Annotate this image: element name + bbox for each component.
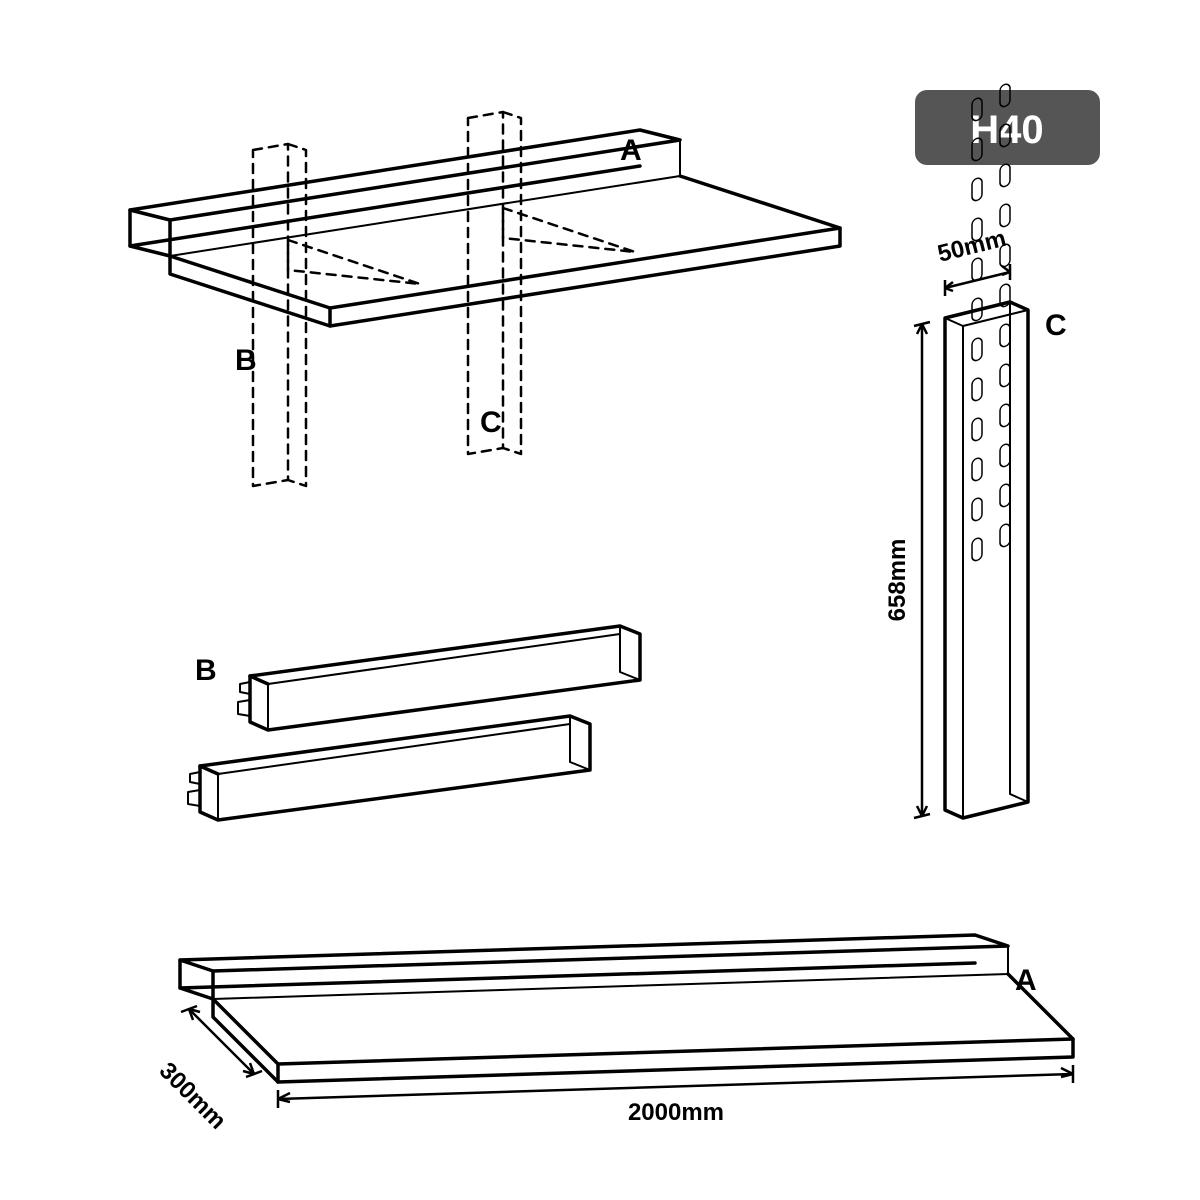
shelf-length-dim: 2000mm (278, 1065, 1073, 1126)
rail-view: C (884, 83, 1067, 818)
rail-height-dim: 658mm (884, 322, 930, 818)
brackets-view: B (188, 626, 640, 820)
rail-width-dim: 50mm (935, 225, 1010, 296)
assembly-label-a: A (620, 134, 642, 167)
assembly-label-c: C (480, 406, 502, 439)
assembly-view: A B C (130, 112, 840, 486)
shelf-length-label: 2000mm (628, 1099, 724, 1126)
shelf-view: A 300mm 2000mm (154, 935, 1073, 1135)
shelf-depth-dim: 300mm (154, 1006, 262, 1135)
shelf-depth-label: 300mm (154, 1057, 232, 1135)
product-badge: H40 (915, 90, 1100, 165)
diagram-canvas: H40 A B C B (0, 0, 1200, 1200)
rail-height-label: 658mm (884, 539, 911, 622)
bracket-label: B (195, 654, 217, 687)
assembly-label-b: B (235, 344, 257, 377)
rail-label: C (1045, 309, 1067, 342)
